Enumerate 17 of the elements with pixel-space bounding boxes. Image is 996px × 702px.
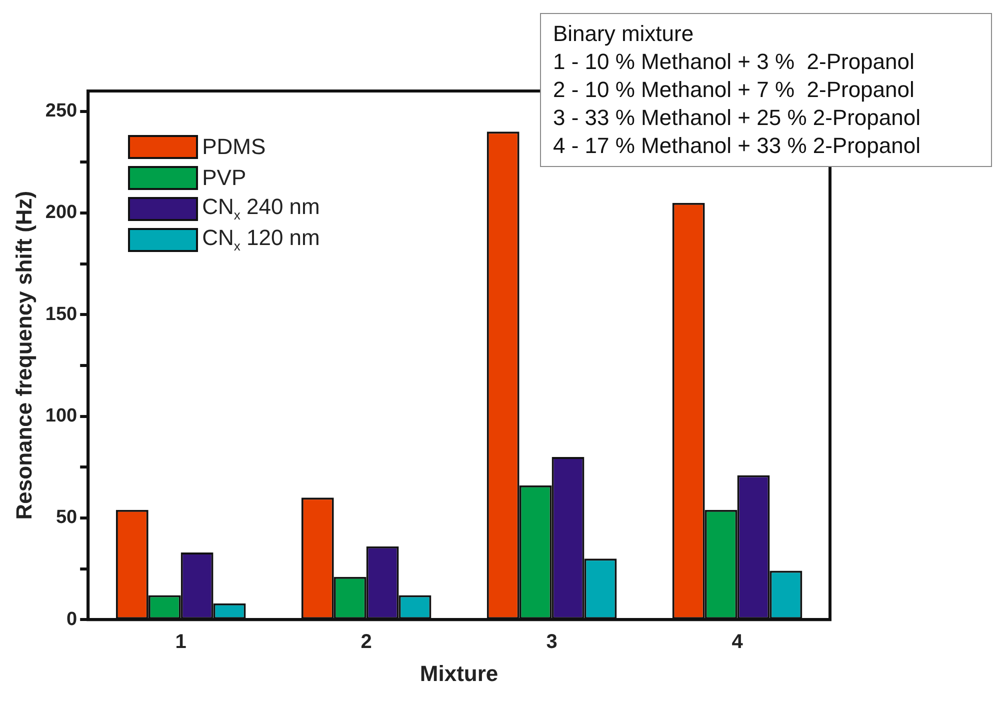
- y-tick-label: 200: [45, 202, 78, 224]
- x-tick-label: 1: [175, 631, 186, 654]
- x-tick-label: 3: [546, 631, 558, 654]
- text-box: Binary mixture 1 - 10 % Methanol + 3 % 2-Propanol 2 - 10 % Methanol + 7 % 2-Propanol 3 - 33 % Methanol + 25 % 2-Propanol 4 - 17 % Methanol + 33 % 2-Propanol: [540, 13, 992, 167]
- y-tick-label: 0: [66, 608, 78, 630]
- y-tick-label: 250: [45, 100, 78, 122]
- y-tick-label: 50: [56, 507, 78, 528]
- x-tick-label: 2: [360, 631, 372, 654]
- legend-label: PDMS: [202, 134, 266, 160]
- x-tick-label: 4: [732, 631, 744, 654]
- x-axis-title: Mixture: [420, 660, 498, 686]
- y-tick-label: 150: [45, 304, 78, 325]
- y-axis-title: Resonance frequency shift (Hz): [11, 190, 36, 520]
- legend-label: CN$_{x}$ 120 nm: [202, 225, 320, 254]
- legend-label: PVP: [202, 164, 246, 190]
- legend-label: CN$_{x}$ 240 nm: [202, 194, 320, 223]
- y-tick-label: 100: [45, 406, 78, 427]
